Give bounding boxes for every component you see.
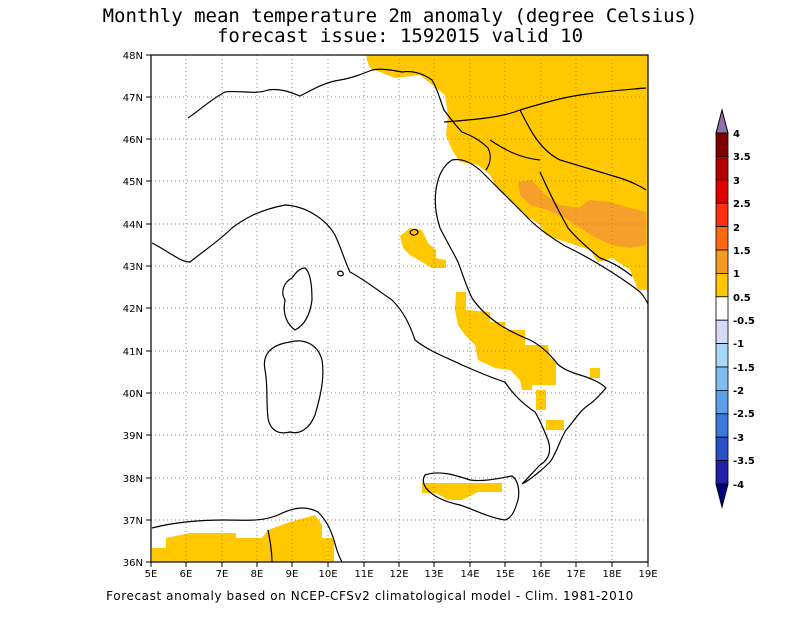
colorbar-label: -2.5 xyxy=(733,409,755,420)
border-tunisia xyxy=(267,529,273,563)
colorbar-box xyxy=(715,202,729,227)
colorbar-box xyxy=(715,249,729,274)
lon-label: 9E xyxy=(286,569,299,580)
colorbar-label: 1 xyxy=(733,269,740,280)
lat-label: 38N xyxy=(123,474,143,485)
map-subtitle: forecast issue: 1592015 valid 10 xyxy=(216,25,584,47)
lat-label: 37N xyxy=(123,516,143,527)
colorbar-label: -1.5 xyxy=(733,363,755,374)
coastline-sardinia xyxy=(263,340,324,434)
lon-label: 13E xyxy=(424,569,443,580)
lon-label: 17E xyxy=(566,569,585,580)
colorbar-box xyxy=(715,226,729,251)
lon-label: 16E xyxy=(531,569,550,580)
colorbar-label: -0.5 xyxy=(733,316,755,327)
colorbar-label: 1.5 xyxy=(733,246,751,257)
lat-label: 46N xyxy=(123,135,143,146)
colorbar-label: 2 xyxy=(733,223,740,234)
lon-label: 12E xyxy=(389,569,408,580)
footer-note: Forecast anomaly based on NCEP-CFSv2 cli… xyxy=(106,589,634,603)
colorbar-box xyxy=(715,366,729,391)
lat-label: 41N xyxy=(123,347,143,358)
colorbar-box xyxy=(715,389,729,415)
colorbar-label: -3.5 xyxy=(733,456,755,467)
colorbar-box xyxy=(715,132,729,157)
lon-label: 7E xyxy=(216,569,229,580)
lon-label: 6E xyxy=(180,569,193,580)
lat-label: 44N xyxy=(123,220,143,231)
anomaly-region-sicily xyxy=(422,483,502,500)
lon-label: 8E xyxy=(251,569,264,580)
anomaly-shading xyxy=(152,55,648,562)
coastline-elba xyxy=(409,228,419,236)
coastline-croatia xyxy=(479,169,649,305)
colorbar-label: 0.5 xyxy=(733,293,751,304)
colorbar-box xyxy=(715,343,729,368)
anomaly-region-bosnia xyxy=(518,180,646,248)
lat-labels: 36N 37N 38N 39N 40N 41N 42N 43N 44N 45N … xyxy=(123,51,143,569)
lat-label: 43N xyxy=(123,262,143,273)
lat-label: 42N xyxy=(123,304,143,315)
colorbar-bottom-cap xyxy=(715,483,729,509)
lat-label: 45N xyxy=(123,177,143,188)
lon-label: 10E xyxy=(318,569,337,580)
anomaly-cell-puglia xyxy=(590,368,600,378)
anomaly-region-north-east xyxy=(366,55,648,290)
anomaly-cell-calabria-b xyxy=(546,420,564,430)
coastline-north-africa xyxy=(151,507,343,563)
colorbar-box xyxy=(715,436,729,462)
colorbar-label: 4 xyxy=(733,129,740,140)
lon-label: 15E xyxy=(495,569,514,580)
lat-label: 36N xyxy=(123,558,143,569)
map-title: Monthly mean temperature 2m anomaly (deg… xyxy=(102,5,698,27)
coastline-italy xyxy=(151,158,607,485)
colorbar-label: -3 xyxy=(733,433,744,444)
colorbar-label: 3 xyxy=(733,176,740,187)
colorbar-box xyxy=(715,460,729,485)
border-balkans xyxy=(443,87,647,277)
colorbar-box xyxy=(715,296,729,321)
coastline-corsica xyxy=(282,267,313,331)
colorbar-label: 3.5 xyxy=(733,152,751,163)
colorbar-box xyxy=(715,179,729,204)
anomaly-region-north-africa xyxy=(152,515,334,562)
colorbar-box xyxy=(715,319,729,345)
lat-label: 48N xyxy=(123,51,143,62)
coastline-capraia xyxy=(337,270,344,277)
lon-label: 19E xyxy=(638,569,657,580)
colorbar-label: 2.5 xyxy=(733,199,751,210)
coastlines xyxy=(151,68,649,563)
coastline-sicily xyxy=(422,472,520,521)
colorbar-label: -2 xyxy=(733,386,744,397)
lat-label: 40N xyxy=(123,389,143,400)
lat-label: 39N xyxy=(123,431,143,442)
lon-label: 11E xyxy=(354,569,373,580)
colorbar-box xyxy=(715,413,729,438)
colorbar: 4 3.5 3 2.5 2 1.5 1 0.5 -0.5 -1 -1.5 -2 … xyxy=(715,108,755,509)
lon-label: 5E xyxy=(145,569,158,580)
lon-labels: 5E 6E 7E 8E 9E 10E 11E 12E 13E 14E 15E 1… xyxy=(145,569,658,580)
colorbar-box xyxy=(715,272,729,298)
colorbar-label: -4 xyxy=(733,480,744,491)
anomaly-shading-high xyxy=(518,180,646,248)
axis-ticks xyxy=(146,54,649,567)
colorbar-label: -1 xyxy=(733,339,744,350)
anomaly-region-apennines xyxy=(455,292,556,390)
graticule xyxy=(151,55,648,562)
anomaly-region-tuscany xyxy=(400,228,446,268)
lon-label: 14E xyxy=(460,569,479,580)
lon-label: 18E xyxy=(602,569,621,580)
colorbar-top-cap xyxy=(715,108,729,134)
colorbar-box xyxy=(715,155,729,181)
border-alps xyxy=(187,68,491,171)
lat-label: 47N xyxy=(123,93,143,104)
